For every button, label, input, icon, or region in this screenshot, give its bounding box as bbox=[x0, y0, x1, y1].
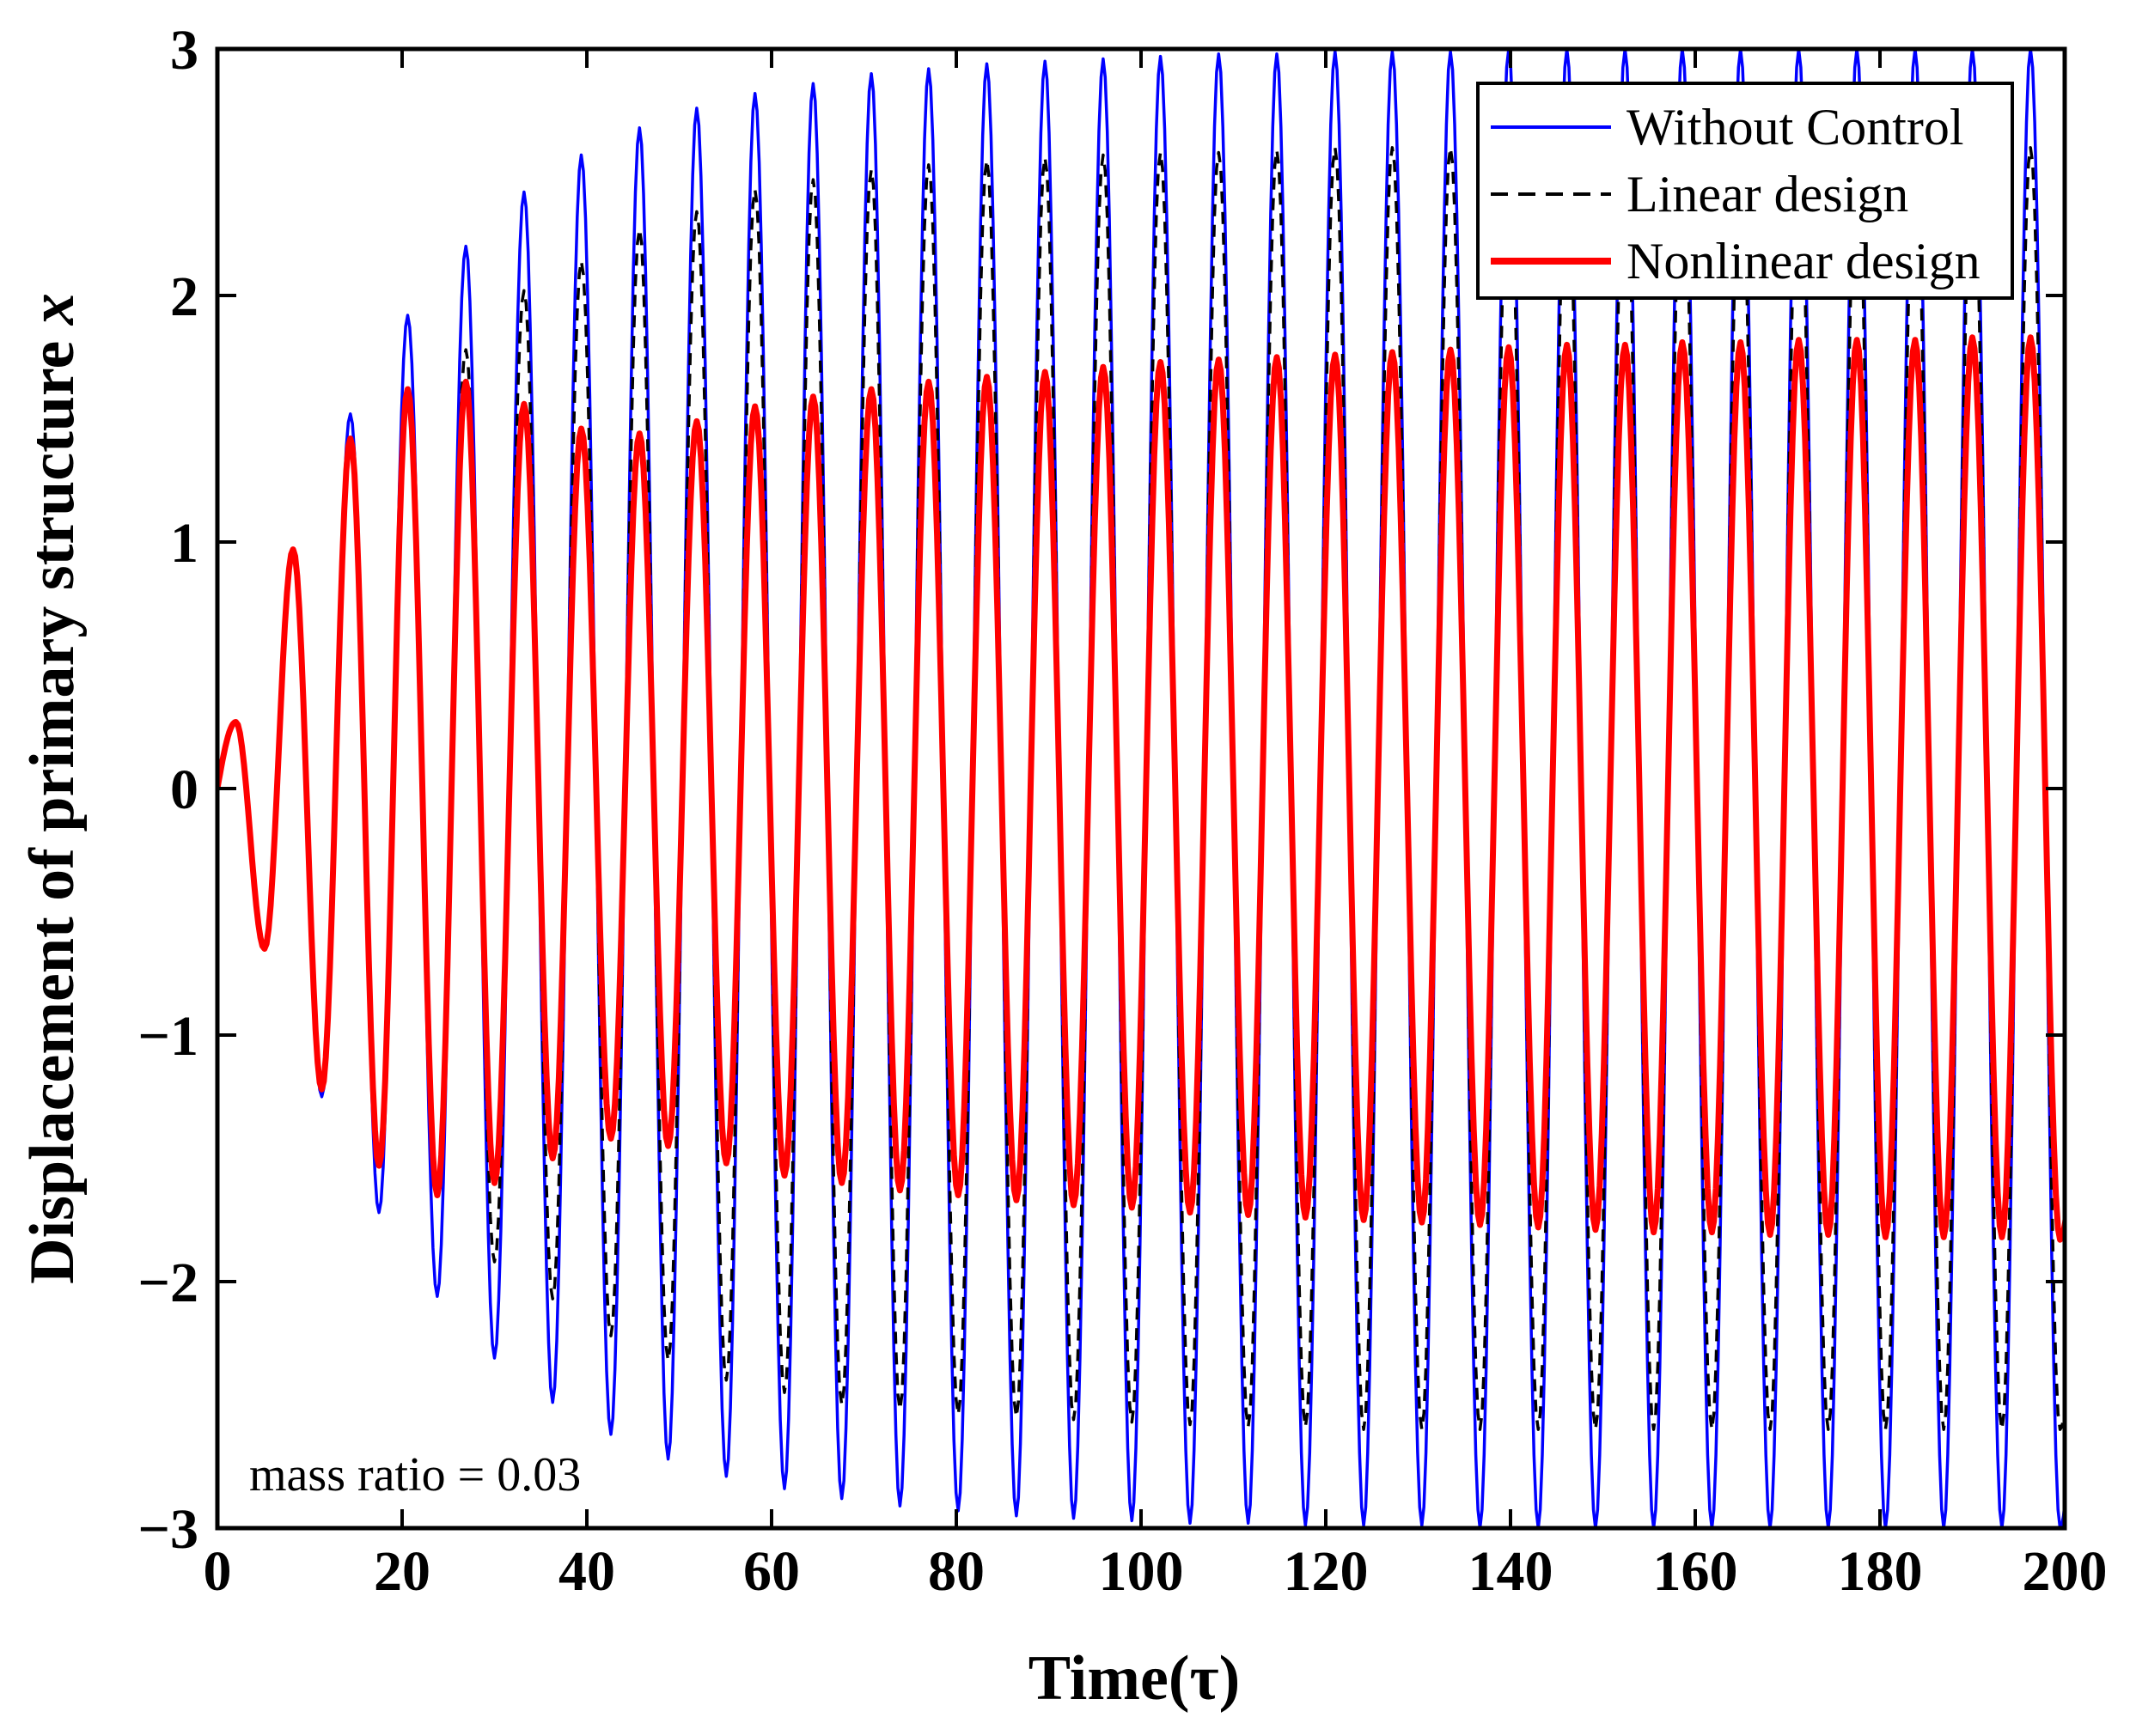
y-tick-label-2: 2 bbox=[170, 265, 198, 328]
y-tick-label--2: −2 bbox=[137, 1252, 198, 1314]
x-tick-label-0: 0 bbox=[204, 1540, 232, 1603]
y-tick-label-1: 1 bbox=[170, 512, 198, 575]
y-tick-label-3: 3 bbox=[170, 19, 198, 82]
ticks-layer: 0 20 40 60 80 100 120 140 160 180 200 −3 −2 −1 0 1 2 3 bbox=[137, 19, 2107, 1603]
y-tick-label-0: 0 bbox=[170, 758, 198, 821]
x-tick-label-20: 20 bbox=[374, 1540, 430, 1603]
x-tick-label-160: 160 bbox=[1653, 1540, 1738, 1603]
x-tick-label-200: 200 bbox=[2023, 1540, 2108, 1603]
y-tick-label--3: −3 bbox=[137, 1498, 198, 1561]
series-layer bbox=[217, 49, 2065, 1528]
y-axis-title: Displacement of primary structure x bbox=[17, 293, 88, 1284]
mass-ratio-annotation: mass ratio = 0.03 bbox=[249, 1448, 581, 1501]
y-tick-label--1: −1 bbox=[137, 1005, 198, 1068]
legend: Without Control Linear design Nonlinear … bbox=[1476, 82, 2014, 300]
y-axis-title-main: Displacement of primary structure bbox=[17, 325, 88, 1284]
x-tick-label-80: 80 bbox=[928, 1540, 985, 1603]
legend-label-nonlinear-design: Nonlinear design bbox=[1626, 233, 1980, 289]
x-tick-label-60: 60 bbox=[743, 1540, 800, 1603]
x-tick-label-40: 40 bbox=[558, 1540, 615, 1603]
y-axis-title-variable: x bbox=[17, 293, 88, 326]
legend-label-without-control: Without Control bbox=[1626, 99, 1964, 155]
x-tick-label-100: 100 bbox=[1099, 1540, 1184, 1603]
legend-label-linear-design: Linear design bbox=[1626, 166, 1908, 222]
x-tick-label-120: 120 bbox=[1284, 1540, 1369, 1603]
series-linear-design bbox=[217, 146, 2065, 1431]
x-tick-label-140: 140 bbox=[1468, 1540, 1553, 1603]
x-tick-label-180: 180 bbox=[1838, 1540, 1923, 1603]
series-nonlinear-design bbox=[217, 334, 2065, 1243]
x-axis-title: Time(τ) bbox=[1028, 1643, 1240, 1714]
